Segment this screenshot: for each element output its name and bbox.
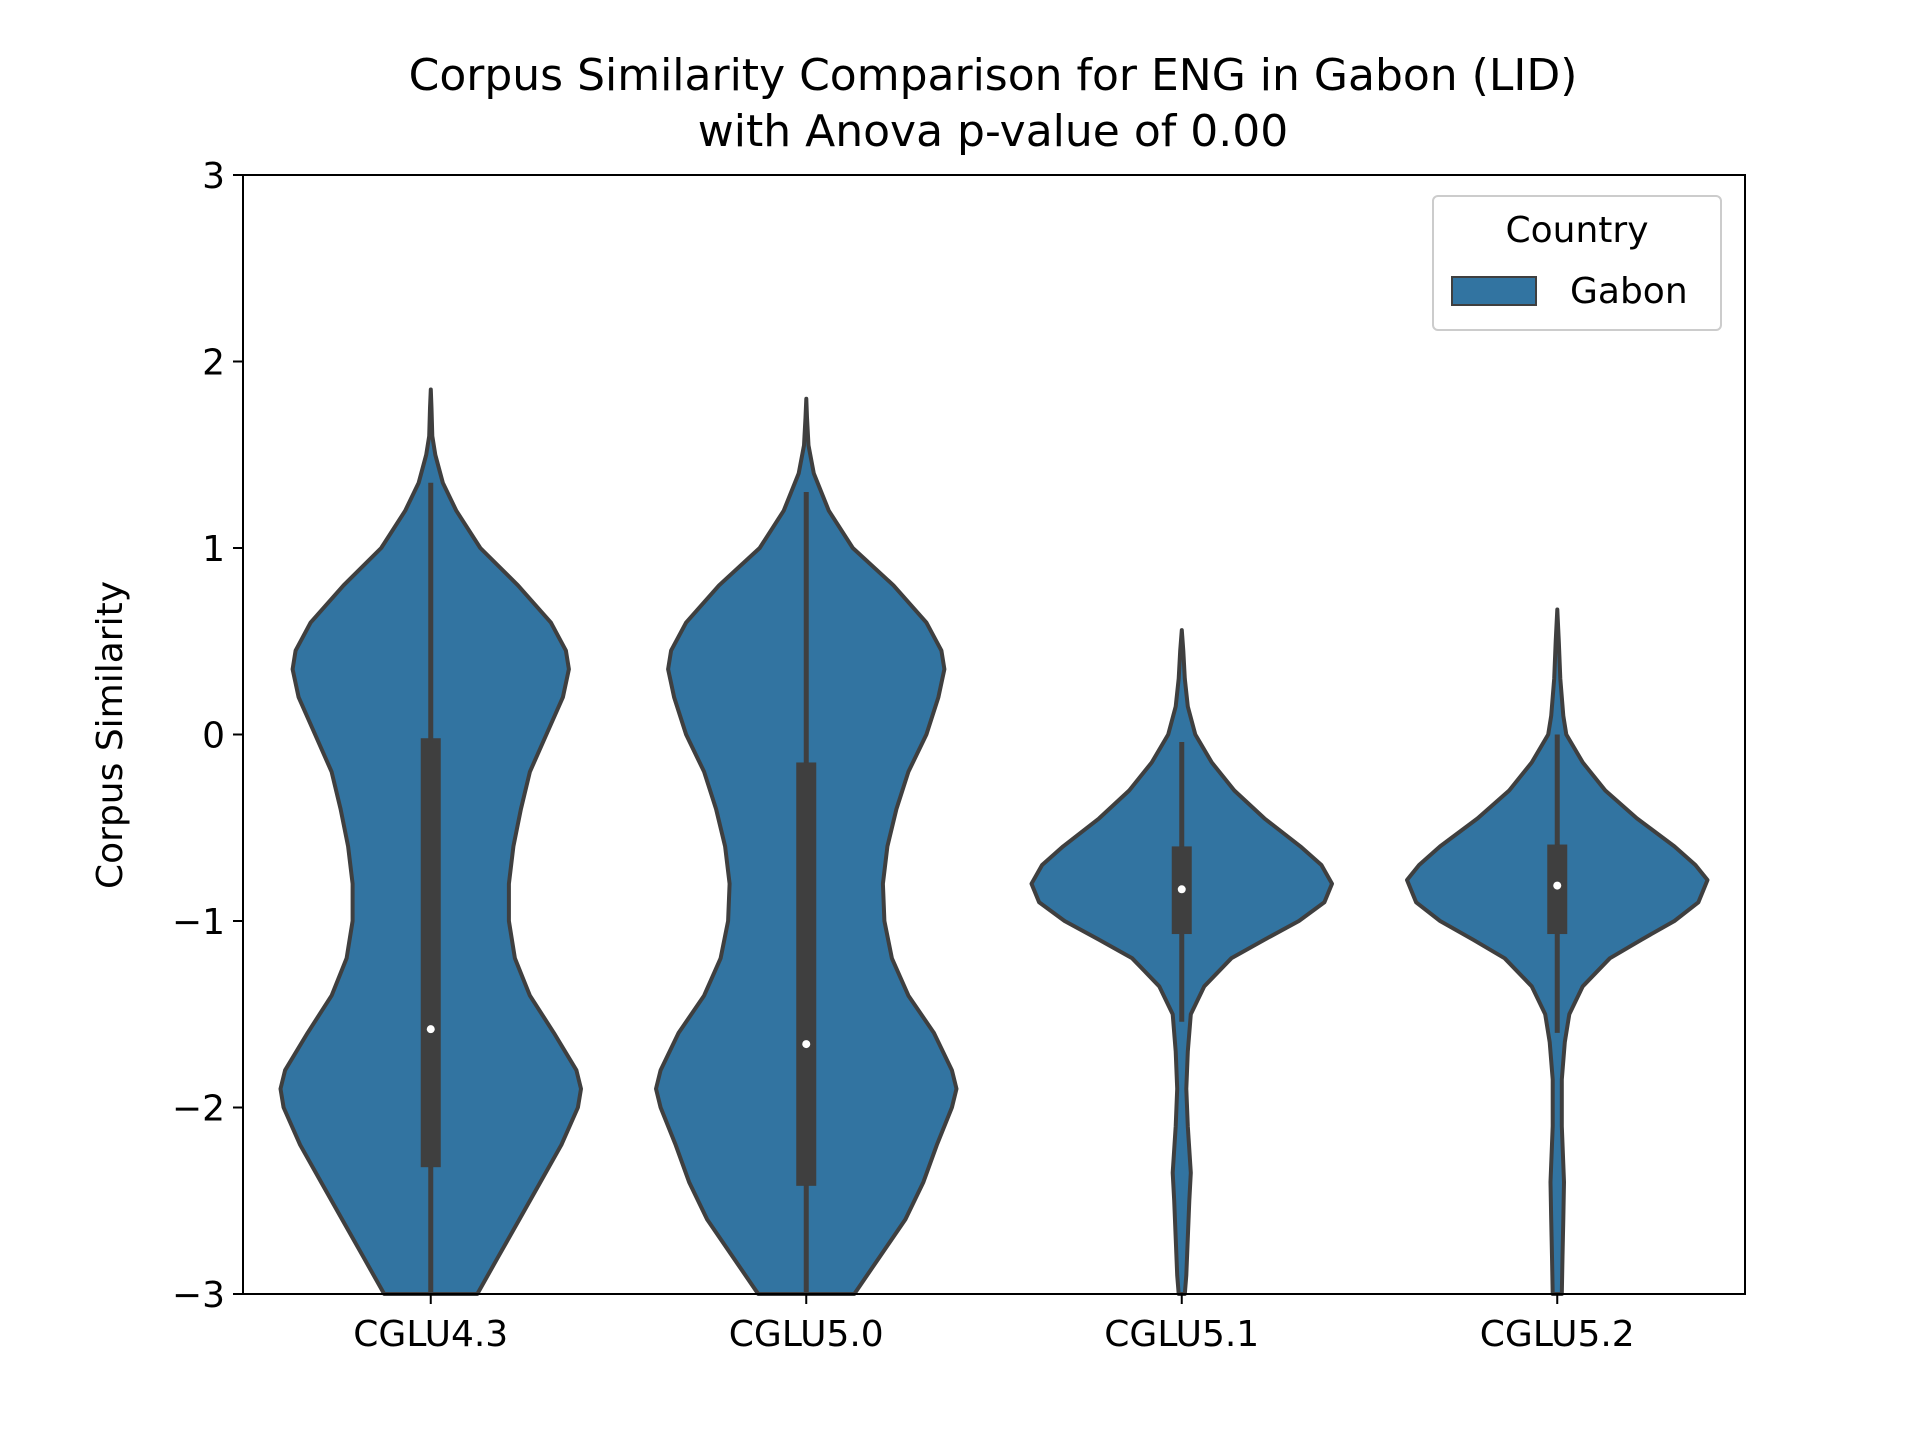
- x-axis: CGLU4.3 CGLU5.0 CGLU5.1 CGLU5.2: [353, 1294, 1635, 1355]
- violin-median-point: [802, 1040, 811, 1049]
- y-tick-label: 2: [202, 343, 225, 384]
- violin-median-point: [1177, 885, 1186, 894]
- y-axis: 3 2 1 0 −1 −2 −3: [172, 156, 243, 1316]
- violin-median-point: [1553, 881, 1562, 890]
- legend: Country Gabon: [1432, 195, 1722, 331]
- y-tick-label: −3: [172, 1275, 225, 1316]
- y-tick-label: 0: [202, 716, 225, 757]
- y-tick-label: −2: [172, 1089, 225, 1130]
- violin-iqr-box: [796, 762, 817, 1186]
- chart-title-line-1: Corpus Similarity Comparison for ENG in …: [409, 50, 1578, 101]
- y-axis-label: Corpus Similarity: [90, 581, 131, 889]
- y-tick-label: −1: [172, 902, 225, 943]
- legend-label-gabon: Gabon: [1570, 271, 1688, 312]
- x-tick-label: CGLU5.1: [1104, 1314, 1259, 1355]
- x-tick-label: CGLU5.0: [729, 1314, 884, 1355]
- violin-iqr-box: [420, 738, 441, 1168]
- chart-title-line-2: with Anova p-value of 0.00: [698, 106, 1288, 157]
- legend-title: Country: [1505, 210, 1648, 251]
- y-tick-label: 1: [202, 529, 225, 570]
- x-tick-label: CGLU4.3: [353, 1314, 508, 1355]
- violin-median-point: [426, 1025, 435, 1034]
- x-tick-label: CGLU5.2: [1480, 1314, 1635, 1355]
- legend-swatch-gabon: [1451, 276, 1537, 306]
- y-tick-label: 3: [202, 156, 225, 197]
- violin-group: [654, 396, 959, 1296]
